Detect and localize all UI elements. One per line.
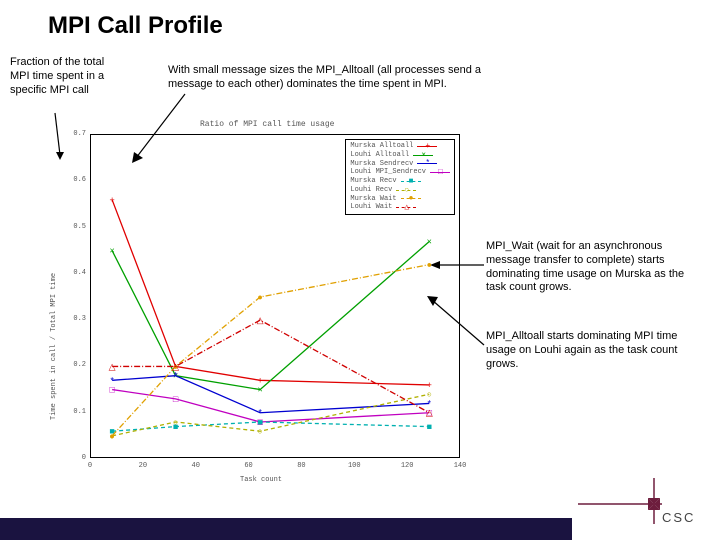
marker-louhi_alltoall: × — [110, 246, 115, 256]
marker-louhi_wait: △ — [426, 408, 433, 418]
marker-murska_wait: ● — [427, 260, 432, 270]
y-axis-label: Time spent in call / Total MPI time — [50, 273, 58, 420]
chart-plot-area: ++++××××****□□□□■■■■○○○○●●●●△△△△ Murska … — [90, 134, 460, 458]
legend-swatch: × — [413, 155, 433, 156]
y-tick-label: 0.3 — [62, 315, 86, 323]
annotation-yaxis: Fraction of the total MPI time spent in … — [10, 56, 120, 97]
x-tick-label: 40 — [181, 462, 211, 470]
chart-legend: Murska Alltoall + Louhi Alltoall × Murska Se… — [345, 139, 455, 215]
series-louhi_alltoall — [112, 241, 429, 389]
legend-marker: ■ — [409, 178, 414, 186]
legend-marker: + — [425, 143, 430, 151]
legend-label: Murska Wait — [350, 195, 396, 204]
legend-swatch: □ — [430, 172, 450, 173]
annotation-top: With small message sizes the MPI_Alltoal… — [168, 64, 508, 92]
legend-item: Murska Wait ● — [350, 195, 450, 204]
legend-marker: △ — [404, 204, 409, 212]
csc-logo: CSC — [578, 478, 698, 532]
legend-swatch: + — [417, 146, 437, 147]
y-tick-label: 0.2 — [62, 361, 86, 369]
slide: MPI Call Profile Fraction of the total M… — [0, 0, 720, 540]
marker-louhi_sendrecv: □ — [173, 394, 179, 404]
legend-swatch: ■ — [401, 181, 421, 182]
x-tick-label: 100 — [339, 462, 369, 470]
x-tick-label: 0 — [75, 462, 105, 470]
marker-murska_alltoall: + — [110, 195, 115, 205]
legend-item: Louhi Alltoall × — [350, 151, 450, 160]
marker-louhi_recv: ○ — [173, 417, 178, 427]
legend-item: Murska Alltoall + — [350, 142, 450, 151]
y-tick-label: 0 — [62, 454, 86, 462]
marker-louhi_alltoall: × — [258, 385, 263, 395]
legend-item: Louhi Wait △ — [350, 203, 450, 212]
footer-bar — [0, 518, 572, 540]
legend-item: Louhi MPI_Sendrecv □ — [350, 168, 450, 177]
legend-swatch: ● — [401, 198, 421, 199]
legend-marker: * — [425, 160, 430, 168]
legend-swatch: * — [417, 163, 437, 164]
marker-louhi_wait: △ — [172, 361, 179, 371]
marker-murska_recv: ■ — [427, 422, 432, 432]
legend-item: Murska Recv ■ — [350, 177, 450, 186]
marker-louhi_wait: △ — [257, 315, 264, 325]
marker-louhi_recv: ○ — [427, 389, 432, 399]
marker-louhi_wait: △ — [109, 361, 116, 371]
y-tick-label: 0.5 — [62, 223, 86, 231]
series-murska_wait — [112, 265, 429, 436]
marker-louhi_alltoall: × — [427, 236, 432, 246]
x-tick-label: 60 — [234, 462, 264, 470]
legend-swatch: ○ — [396, 190, 416, 191]
legend-label: Murska Sendrecv — [350, 160, 413, 169]
legend-swatch: △ — [396, 207, 416, 208]
y-tick-label: 0.7 — [62, 130, 86, 138]
x-tick-label: 20 — [128, 462, 158, 470]
legend-marker: ● — [409, 195, 414, 203]
marker-murska_sendrecv: * — [174, 371, 178, 381]
legend-label: Louhi Wait — [350, 203, 392, 212]
y-tick-label: 0.1 — [62, 408, 86, 416]
legend-label: Louhi MPI_Sendrecv — [350, 168, 426, 177]
x-tick-label: 140 — [445, 462, 475, 470]
series-louhi_wait — [112, 320, 429, 413]
legend-item: Louhi Recv ○ — [350, 186, 450, 195]
annotation-right-1: MPI_Wait (wait for an asynchronous messa… — [486, 240, 706, 295]
legend-item: Murska Sendrecv * — [350, 160, 450, 169]
x-tick-label: 120 — [392, 462, 422, 470]
legend-label: Murska Recv — [350, 177, 396, 186]
legend-label: Louhi Alltoall — [350, 151, 409, 160]
legend-label: Murska Alltoall — [350, 142, 413, 151]
page-title: MPI Call Profile — [48, 12, 223, 40]
series-murska_alltoall — [112, 200, 429, 385]
series-murska_recv — [112, 422, 429, 431]
marker-louhi_sendrecv: □ — [109, 385, 115, 395]
y-tick-label: 0.6 — [62, 176, 86, 184]
logo-text: CSC — [662, 510, 695, 525]
legend-label: Louhi Recv — [350, 186, 392, 195]
chart-title: Ratio of MPI call time usage — [200, 120, 334, 129]
y-tick-label: 0.4 — [62, 269, 86, 277]
x-tick-label: 80 — [286, 462, 316, 470]
marker-louhi_recv: ○ — [257, 426, 262, 436]
marker-murska_wait: ● — [257, 292, 262, 302]
x-axis-label: Task count — [240, 476, 282, 484]
marker-murska_wait: ● — [109, 431, 114, 441]
annotation-right-2: MPI_Alltoall starts dominating MPI time … — [486, 330, 706, 371]
legend-marker: □ — [438, 169, 443, 177]
